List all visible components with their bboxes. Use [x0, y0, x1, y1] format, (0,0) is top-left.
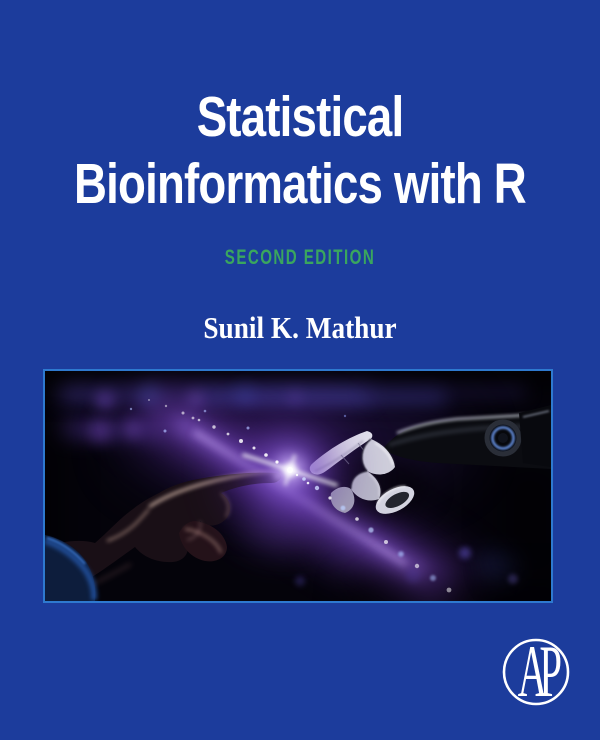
- cover-artwork-frame: [43, 369, 553, 603]
- sparkle-dots: [129, 399, 452, 593]
- academic-press-logo: AP: [497, 633, 575, 711]
- ap-logo-ring: [502, 638, 570, 706]
- book-title: Statistical Bioinformatics with R: [60, 84, 540, 218]
- book-title-line2: Bioinformatics with R: [74, 152, 527, 216]
- vignette: [45, 371, 551, 601]
- ap-monogram: AP: [518, 633, 561, 711]
- human-hand: [45, 469, 284, 601]
- cover-artwork-human-robot-hands: [45, 371, 551, 601]
- touch-glow: [235, 415, 345, 525]
- book-title-line1: Statistical: [196, 85, 404, 149]
- edition-label: SECOND EDITION: [224, 246, 376, 269]
- author-name: Sunil K. Mathur: [203, 310, 397, 345]
